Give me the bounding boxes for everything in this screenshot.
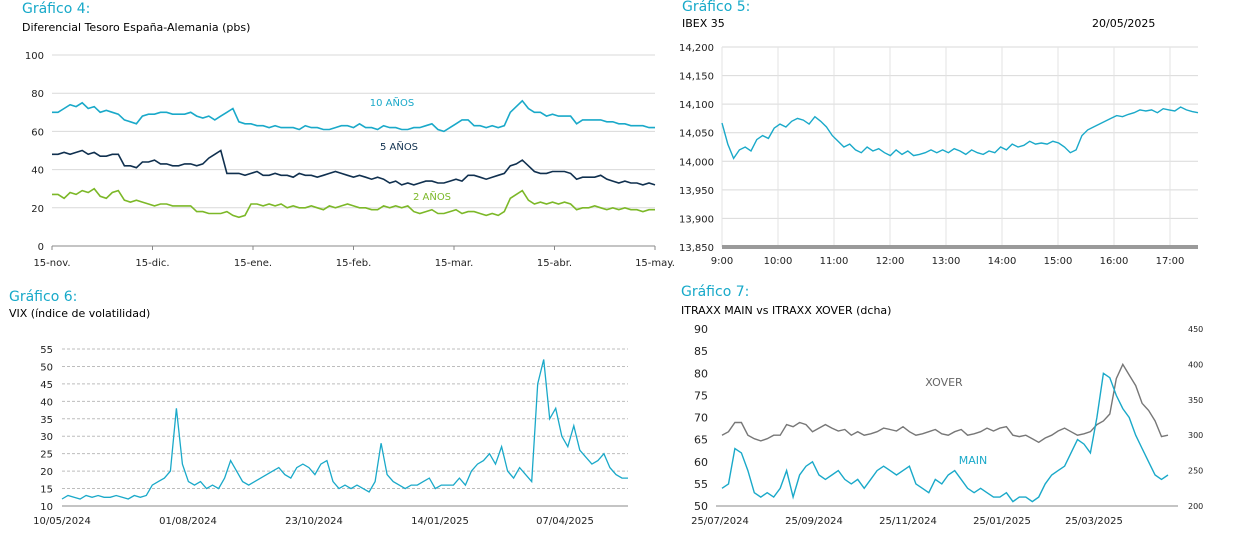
x-tick-label: 14:00 bbox=[988, 256, 1017, 267]
y-tick-label: 50 bbox=[694, 500, 708, 513]
y-tick-label: 100 bbox=[25, 51, 44, 62]
x-tick-label: 10/05/2024 bbox=[33, 516, 91, 527]
series-label: MAIN bbox=[959, 454, 988, 467]
y-tick-label: 80 bbox=[31, 89, 44, 100]
y2-tick-label: 200 bbox=[1188, 502, 1203, 511]
chart-5-subtitle: IBEX 35 bbox=[682, 17, 725, 30]
x-tick-label: 25/03/2025 bbox=[1065, 516, 1123, 527]
y-tick-label: 10 bbox=[40, 502, 53, 513]
y2-tick-label: 350 bbox=[1188, 396, 1203, 405]
chart-7-subtitle: ITRAXX MAIN vs ITRAXX XOVER (dcha) bbox=[681, 304, 892, 317]
x-tick-label: 15-feb. bbox=[336, 258, 372, 269]
y-tick-label: 14,200 bbox=[679, 43, 714, 54]
y-tick-label: 55 bbox=[40, 345, 53, 356]
x-tick-label: 16:00 bbox=[1100, 256, 1129, 267]
y-tick-label: 14,000 bbox=[679, 157, 714, 168]
x-tick-label: 13:00 bbox=[932, 256, 961, 267]
series-line-xover bbox=[721, 362, 1169, 444]
x-tick-label: 01/08/2024 bbox=[159, 516, 217, 527]
x-tick-label: 12:00 bbox=[876, 256, 905, 267]
chart-4-subtitle: Diferencial Tesoro España-Alemania (pbs) bbox=[22, 21, 251, 34]
y-tick-label: 25 bbox=[40, 450, 53, 461]
y-tick-label: 50 bbox=[40, 362, 53, 373]
x-tick-label: 14/01/2025 bbox=[411, 516, 469, 527]
x-tick-label: 15-may. bbox=[635, 258, 675, 269]
x-axis-bar bbox=[722, 245, 1198, 249]
series-label: 5 AÑOS bbox=[380, 140, 418, 153]
y-tick-label: 75 bbox=[694, 389, 708, 402]
y-tick-label: 15 bbox=[40, 485, 53, 496]
x-tick-label: 15:00 bbox=[1044, 256, 1073, 267]
y-tick-label: 90 bbox=[694, 323, 708, 336]
y-tick-label: 20 bbox=[31, 204, 44, 215]
series-label: XOVER bbox=[925, 376, 963, 389]
y-tick-label: 20 bbox=[40, 467, 53, 478]
series-line-2 bbox=[52, 149, 656, 186]
y-tick-label: 14,150 bbox=[679, 72, 714, 83]
y-tick-label: 30 bbox=[40, 432, 53, 443]
y-tick-label: 70 bbox=[694, 412, 708, 425]
y2-tick-label: 300 bbox=[1188, 431, 1203, 440]
chart-6-subtitle: VIX (índice de volatilidad) bbox=[9, 307, 151, 320]
y-tick-label: 65 bbox=[694, 434, 708, 447]
y-tick-label: 45 bbox=[40, 380, 53, 391]
y-tick-label: 14,050 bbox=[679, 129, 714, 140]
x-tick-label: 15-mar. bbox=[435, 258, 474, 269]
y-tick-label: 13,950 bbox=[679, 186, 714, 197]
y-tick-label: 40 bbox=[40, 397, 53, 408]
series-line-1 bbox=[52, 99, 655, 133]
y-tick-label: 0 bbox=[38, 242, 44, 253]
series-line-main bbox=[721, 372, 1169, 503]
y-tick-label: 13,850 bbox=[679, 243, 714, 254]
x-tick-label: 10:00 bbox=[764, 256, 793, 267]
y2-tick-label: 450 bbox=[1188, 325, 1203, 334]
chart-5-title: Gráfico 5: bbox=[682, 0, 751, 15]
x-tick-label: 15-dic. bbox=[135, 258, 169, 269]
series-line-3 bbox=[52, 187, 655, 219]
x-tick-label: 25/01/2025 bbox=[973, 516, 1031, 527]
x-tick-label: 15-abr. bbox=[537, 258, 572, 269]
chart-4-title: Gráfico 4: bbox=[22, 1, 91, 17]
y-tick-label: 85 bbox=[694, 345, 708, 358]
x-tick-label: 11:00 bbox=[820, 256, 849, 267]
chart-6-title: Gráfico 6: bbox=[9, 289, 78, 305]
x-tick-label: 25/09/2024 bbox=[785, 516, 843, 527]
x-tick-label: 9:00 bbox=[711, 256, 733, 267]
chart-7-title: Gráfico 7: bbox=[681, 284, 750, 300]
x-tick-label: 17:00 bbox=[1156, 256, 1185, 267]
y-tick-label: 40 bbox=[31, 166, 44, 177]
x-tick-label: 07/04/2025 bbox=[536, 516, 594, 527]
chart-5-date: 20/05/2025 bbox=[1092, 17, 1156, 30]
x-tick-label: 23/10/2024 bbox=[285, 516, 343, 527]
y-tick-label: 80 bbox=[694, 367, 708, 380]
x-tick-label: 25/11/2024 bbox=[879, 516, 937, 527]
y2-tick-label: 400 bbox=[1188, 360, 1203, 369]
x-tick-label: 25/07/2024 bbox=[691, 516, 749, 527]
y-tick-label: 13,900 bbox=[679, 214, 714, 225]
series-line bbox=[721, 106, 1199, 160]
x-tick-label: 15-ene. bbox=[234, 258, 272, 269]
y-tick-label: 60 bbox=[694, 456, 708, 469]
y-tick-label: 55 bbox=[694, 478, 708, 491]
x-tick-label: 15-nov. bbox=[33, 258, 70, 269]
y-tick-label: 60 bbox=[31, 127, 44, 138]
y-tick-label: 14,100 bbox=[679, 100, 714, 111]
series-label: 10 AÑOS bbox=[370, 96, 414, 109]
series-label: 2 AÑOS bbox=[413, 190, 451, 203]
y-tick-label: 35 bbox=[40, 415, 53, 426]
y2-tick-label: 250 bbox=[1188, 467, 1203, 476]
series-line bbox=[61, 359, 628, 500]
